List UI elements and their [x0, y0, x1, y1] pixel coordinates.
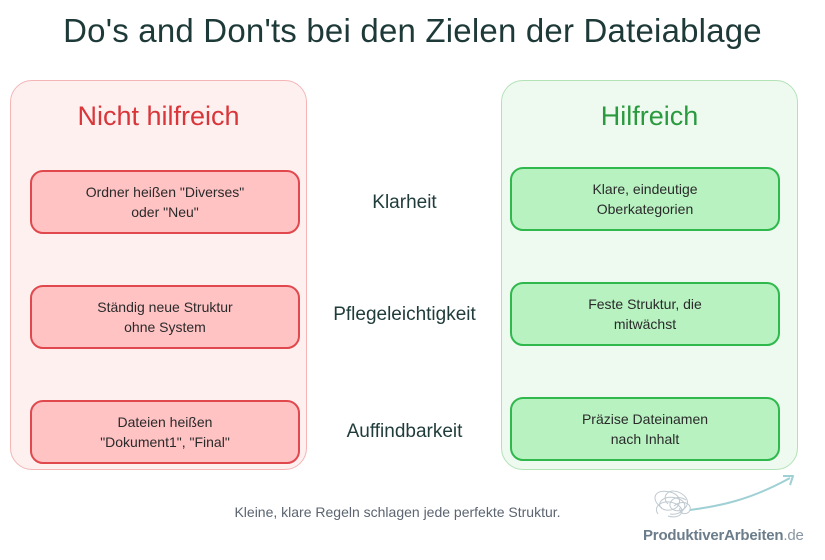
footer-tagline: Kleine, klare Regeln schlagen jede perfe… — [234, 504, 561, 520]
not-helpful-item-maintainability: Ständig neue Struktur ohne System — [30, 285, 300, 349]
scribble-arrow-icon — [654, 475, 794, 518]
brand-name: ProduktiverArbeiten — [643, 527, 784, 544]
not-helpful-item-clarity: Ordner heißen "Diverses" oder "Neu" — [30, 170, 300, 234]
brand-logo: ProduktiverArbeiten.de — [643, 527, 804, 544]
brand-tld: .de — [783, 527, 804, 544]
criterion-clarity: Klarheit — [372, 192, 437, 213]
helpful-item-maintainability: Feste Struktur, die mitwächst — [510, 282, 780, 346]
helpful-title: Hilfreich — [600, 101, 699, 131]
criterion-findability: Auffindbarkeit — [346, 421, 463, 442]
not-helpful-title: Nicht hilfreich — [77, 101, 240, 131]
helpful-item-findability: Präzise Dateinamen nach Inhalt — [510, 397, 780, 461]
page-title: Do's and Don'ts bei den Zielen der Datei… — [63, 12, 762, 49]
criterion-maintainability: Pflegeleichtigkeit — [333, 304, 476, 325]
not-helpful-item-findability: Dateien heißen "Dokument1", "Final" — [30, 400, 300, 464]
helpful-item-clarity: Klare, eindeutige Oberkategorien — [510, 167, 780, 231]
